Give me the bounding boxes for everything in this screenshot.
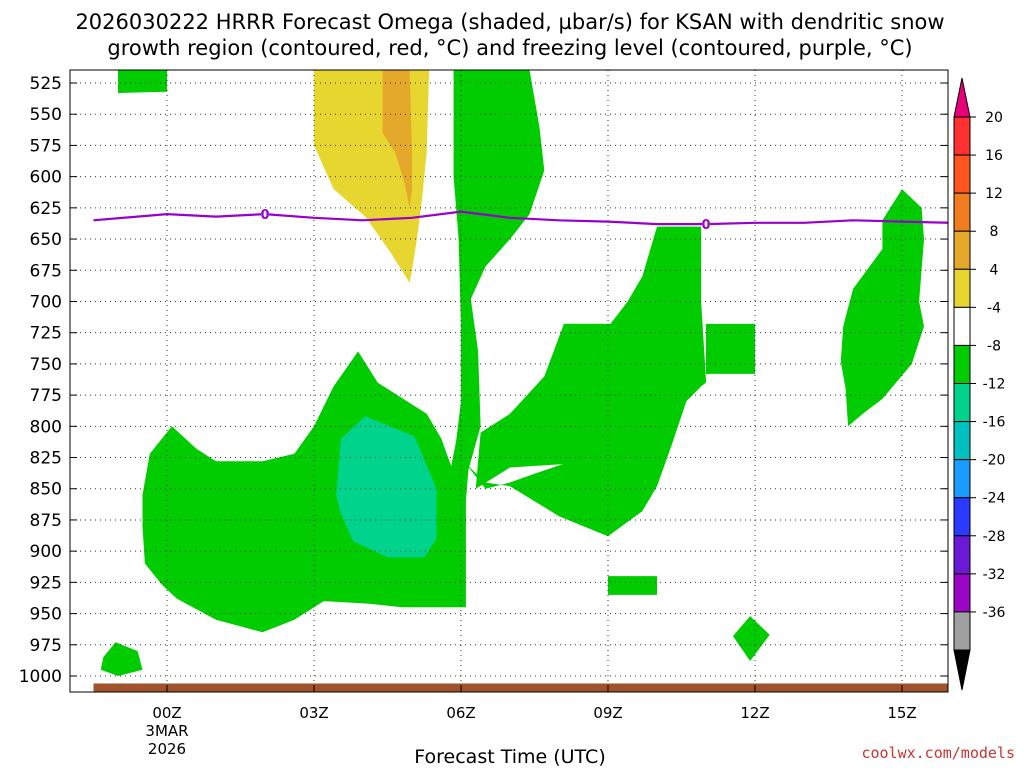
region-green-lower-blob — [475, 323, 618, 489]
ytick-label-725: 725 — [30, 324, 62, 344]
colorbar-box-1 — [953, 154, 971, 194]
colorbar-bottom-arrow — [953, 649, 971, 691]
freezing-level-label-0: 0 — [260, 208, 269, 223]
xtick-label-06Z: 06Z — [446, 704, 475, 722]
ytick-label-600: 600 — [30, 168, 62, 188]
colorbar-label-8: 8 — [990, 224, 999, 240]
ytick-label-650: 650 — [30, 230, 62, 250]
colorbar-label-12: 12 — [985, 186, 1003, 202]
colorbar-box-5 — [953, 306, 971, 346]
xtick-label-15Z: 15Z — [887, 704, 916, 722]
ground-band — [93, 683, 948, 692]
colorbar-label--24: -24 — [983, 491, 1006, 507]
ytick-label-575: 575 — [30, 136, 62, 156]
region-green-top-left — [118, 70, 167, 93]
xtick-sublabel-date: 3MAR — [145, 722, 188, 740]
colorbar-box-9 — [953, 459, 971, 499]
ytick-label-525: 525 — [30, 74, 62, 94]
colorbar-box-6 — [953, 344, 971, 384]
shaded-regions — [93, 70, 948, 692]
colorbar-box-7 — [953, 383, 971, 423]
plot-frame — [69, 69, 949, 693]
ytick-label-700: 700 — [30, 292, 62, 312]
freezing-level-label-bg-1 — [702, 218, 710, 231]
region-green-right-small — [840, 189, 924, 427]
x-axis-label: Forecast Time (UTC) — [414, 746, 605, 768]
ytick-label-950: 950 — [30, 605, 62, 625]
region-green-bottom-left — [100, 642, 143, 676]
colorbar-box-3 — [953, 230, 971, 270]
colorbar-label--32: -32 — [983, 567, 1006, 583]
xtick-label-00Z: 00Z — [152, 704, 181, 722]
xtick-sublabel-year: 2026 — [148, 740, 186, 758]
colorbar-label--36: -36 — [983, 605, 1006, 621]
colorbar-label--28: -28 — [983, 529, 1006, 545]
region-orange-top — [382, 70, 412, 208]
region-green-12z-blob — [733, 616, 770, 661]
colorbar-box-10 — [953, 497, 971, 537]
freezing-level-label-1: 0 — [701, 218, 710, 233]
colorbar-label--12: -12 — [983, 377, 1006, 393]
colorbar-box-11 — [953, 535, 971, 575]
freezing-level-label-bg-0 — [261, 208, 269, 221]
colorbar-box-13 — [953, 611, 971, 651]
colorbar-box-2 — [953, 192, 971, 232]
ytick-label-550: 550 — [30, 105, 62, 125]
colorbar-label--4: -4 — [987, 300, 1001, 316]
colorbar-label--8: -8 — [987, 338, 1001, 354]
colorbar-label--16: -16 — [983, 415, 1006, 431]
colorbar-label-20: 20 — [985, 110, 1003, 126]
xtick-label-12Z: 12Z — [740, 704, 769, 722]
plot-area: 0 0 525 550 575 600 625 650 675 700 725 750 775 800 82… — [19, 69, 949, 758]
ytick-label-900: 900 — [30, 542, 62, 562]
ytick-label-925: 925 — [30, 573, 62, 593]
region-green-main — [142, 70, 545, 633]
ytick-label-975: 975 — [30, 636, 62, 656]
ytick-label-850: 850 — [30, 480, 62, 500]
region-teal-blob — [336, 416, 437, 558]
colorbar-label-16: 16 — [985, 148, 1003, 164]
chart-title-line1: 2026030222 HRRR Forecast Omega (shaded, … — [75, 10, 944, 34]
colorbar-box-0 — [953, 116, 971, 156]
colorbar-label--20: -20 — [983, 453, 1006, 469]
xtick-label-03Z: 03Z — [299, 704, 328, 722]
ytick-label-875: 875 — [30, 511, 62, 531]
ytick-label-825: 825 — [30, 449, 62, 469]
credit-link[interactable]: coolwx.com/models — [861, 744, 1015, 762]
ytick-label-750: 750 — [30, 355, 62, 375]
colorbar-box-4 — [953, 268, 971, 308]
colorbar-top-arrow — [953, 77, 971, 118]
ytick-label-800: 800 — [30, 417, 62, 437]
chart-title-line2: growth region (contoured, red, °C) and f… — [107, 36, 912, 60]
freezing-level-line — [93, 210, 948, 226]
ytick-label-625: 625 — [30, 199, 62, 219]
ytick-label-675: 675 — [30, 261, 62, 281]
ytick-label-775: 775 — [30, 386, 62, 406]
region-green-09z-rect — [608, 576, 657, 595]
grid-lines — [70, 70, 948, 692]
xtick-label-09Z: 09Z — [593, 704, 622, 722]
colorbar-box-8 — [953, 421, 971, 461]
colorbar-box-12 — [953, 573, 971, 613]
colorbar-label-4: 4 — [990, 262, 999, 278]
colorbar: 20 16 12 8 4 -4 -8 -12 -16 -20 -24 -28 -32 -36 — [953, 77, 1006, 691]
ytick-label-1000: 1000 — [19, 667, 62, 687]
